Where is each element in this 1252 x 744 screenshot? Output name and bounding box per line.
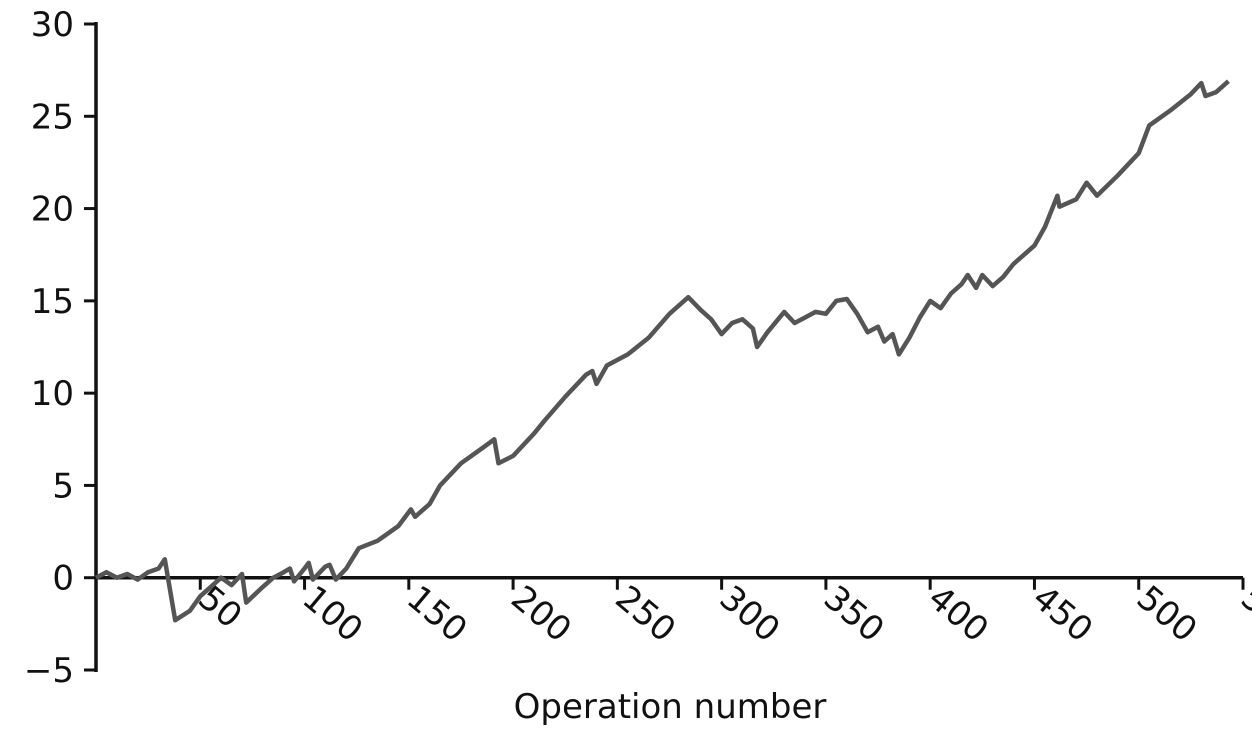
y-tick-label: 0 bbox=[52, 559, 74, 599]
x-tick-label: 200 bbox=[503, 578, 578, 650]
x-tick-label: 100 bbox=[295, 578, 370, 650]
x-tick-label: 150 bbox=[399, 578, 474, 650]
y-tick-label: 25 bbox=[31, 97, 74, 137]
y-tick-label: 10 bbox=[31, 374, 74, 414]
y-tick-label: 5 bbox=[52, 466, 74, 506]
x-tick-label: 500 bbox=[1129, 578, 1204, 650]
x-tick-label: 350 bbox=[816, 578, 891, 650]
x-tick-label: 400 bbox=[920, 578, 995, 650]
x-axis-label: Operation number bbox=[514, 687, 827, 727]
y-tick-label: 30 bbox=[31, 5, 74, 45]
y-tick-label: 15 bbox=[31, 282, 74, 322]
x-tick-label: 250 bbox=[608, 578, 683, 650]
line bbox=[94, 79, 1230, 623]
y-tick-label: −5 bbox=[24, 651, 74, 691]
x-tick-label: 450 bbox=[1025, 578, 1100, 650]
x-tick-label: 300 bbox=[712, 578, 787, 650]
y-tick-label: 20 bbox=[31, 190, 74, 230]
